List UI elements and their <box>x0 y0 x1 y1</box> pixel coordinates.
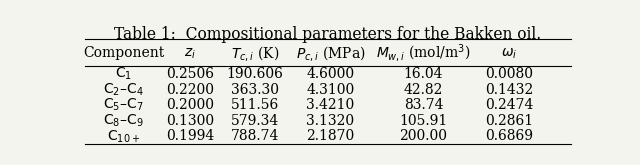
Text: $\mathrm{C}_8$–$\mathrm{C}_9$: $\mathrm{C}_8$–$\mathrm{C}_9$ <box>103 113 144 129</box>
Text: 0.2506: 0.2506 <box>166 67 214 81</box>
Text: 511.56: 511.56 <box>230 98 279 112</box>
Text: 0.2474: 0.2474 <box>485 98 533 112</box>
Text: 0.1994: 0.1994 <box>166 130 214 144</box>
Text: 363.30: 363.30 <box>231 83 279 97</box>
Text: $P_{c,i}$ (MPa): $P_{c,i}$ (MPa) <box>296 44 365 63</box>
Text: 0.2200: 0.2200 <box>166 83 214 97</box>
Text: $M_{w,i}$ (mol/m$^3$): $M_{w,i}$ (mol/m$^3$) <box>376 43 471 64</box>
Text: 4.6000: 4.6000 <box>307 67 355 81</box>
Text: 16.04: 16.04 <box>404 67 444 81</box>
Text: 83.74: 83.74 <box>404 98 444 112</box>
Text: 579.34: 579.34 <box>230 114 279 128</box>
Text: 3.4210: 3.4210 <box>307 98 355 112</box>
Text: 105.91: 105.91 <box>399 114 447 128</box>
Text: Component: Component <box>83 47 164 60</box>
Text: $\omega_i$: $\omega_i$ <box>501 46 517 61</box>
Text: 0.0080: 0.0080 <box>485 67 533 81</box>
Text: $z_i$: $z_i$ <box>184 46 196 61</box>
Text: $\mathrm{C}_1$: $\mathrm{C}_1$ <box>115 66 132 82</box>
Text: 788.74: 788.74 <box>230 130 279 144</box>
Text: 0.1432: 0.1432 <box>485 83 533 97</box>
Text: 190.606: 190.606 <box>227 67 284 81</box>
Text: $\mathrm{C}_2$–$\mathrm{C}_4$: $\mathrm{C}_2$–$\mathrm{C}_4$ <box>103 81 144 98</box>
Text: 200.00: 200.00 <box>399 130 447 144</box>
Text: 0.6869: 0.6869 <box>485 130 533 144</box>
Text: 3.1320: 3.1320 <box>307 114 355 128</box>
Text: 2.1870: 2.1870 <box>307 130 355 144</box>
Text: 4.3100: 4.3100 <box>307 83 355 97</box>
Text: 0.1300: 0.1300 <box>166 114 214 128</box>
Text: $T_{c,i}$ (K): $T_{c,i}$ (K) <box>230 44 279 63</box>
Text: 0.2861: 0.2861 <box>485 114 533 128</box>
Text: 42.82: 42.82 <box>404 83 443 97</box>
Text: $\mathrm{C}_5$–$\mathrm{C}_7$: $\mathrm{C}_5$–$\mathrm{C}_7$ <box>103 97 143 114</box>
Text: 0.2000: 0.2000 <box>166 98 214 112</box>
Text: $\mathrm{C}_{10+}$: $\mathrm{C}_{10+}$ <box>107 128 140 145</box>
Text: Table 1:  Compositional parameters for the Bakken oil.: Table 1: Compositional parameters for th… <box>115 26 541 43</box>
